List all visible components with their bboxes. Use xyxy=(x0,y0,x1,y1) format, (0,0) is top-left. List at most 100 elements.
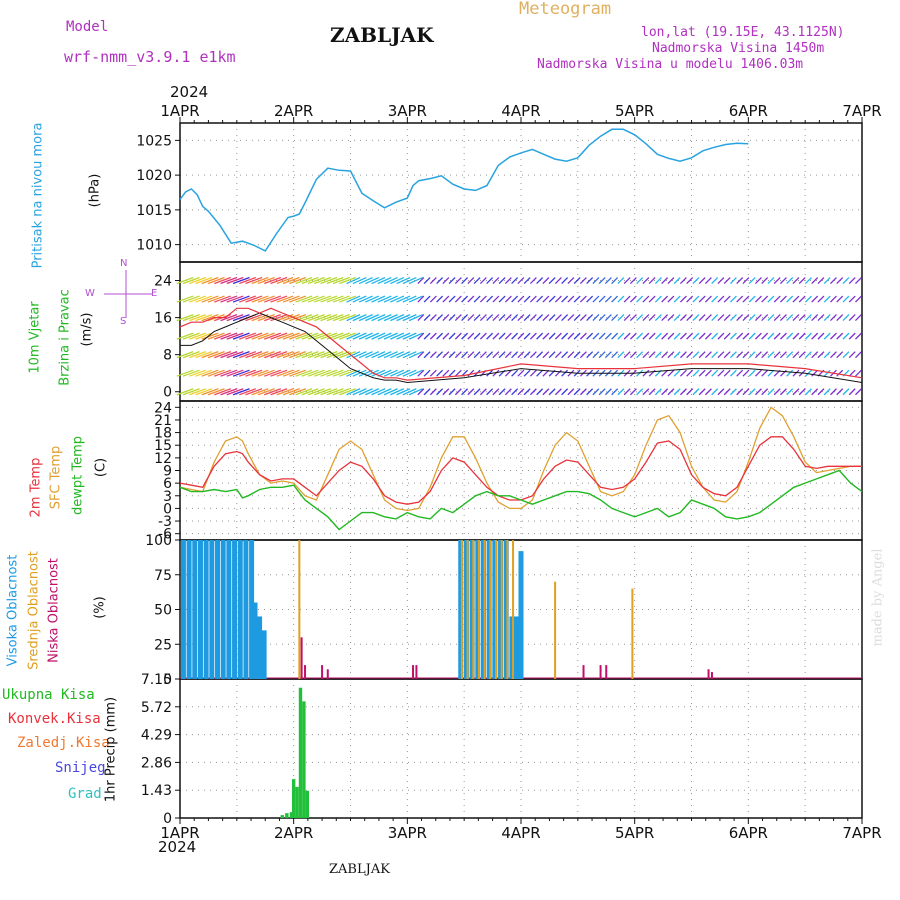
wind-barb xyxy=(282,295,300,303)
mid-cloud-bar xyxy=(506,540,509,679)
mid-cloud-bar xyxy=(483,540,486,679)
wind-barb xyxy=(817,388,825,396)
wind-barb xyxy=(320,369,338,377)
wind-barb xyxy=(804,351,812,359)
wind-barb xyxy=(767,277,775,284)
wind-barb xyxy=(673,277,681,284)
wind-barb xyxy=(276,388,294,396)
wind-barb xyxy=(661,369,669,377)
wind-barb xyxy=(829,351,837,359)
wind-barb xyxy=(798,332,806,340)
wind-barb xyxy=(779,314,787,322)
wind-barb xyxy=(207,369,225,377)
wind-barb xyxy=(320,332,338,340)
low-cloud-bar xyxy=(605,665,608,679)
wind-barb xyxy=(486,351,494,359)
wind-barb xyxy=(423,369,431,377)
wind-barb xyxy=(786,351,794,359)
wind-barb xyxy=(623,332,631,340)
wind-barb xyxy=(423,277,431,284)
wind-barb xyxy=(295,276,313,285)
wind-barb xyxy=(402,332,417,340)
x-tick-label-top: 3APR xyxy=(388,102,427,120)
wind-barb xyxy=(711,351,719,359)
wind-barb xyxy=(326,369,344,377)
wind-barb xyxy=(307,351,325,359)
wind-barb xyxy=(542,388,550,396)
x-tick-label-bottom: 7APR xyxy=(842,824,881,842)
wind-barb xyxy=(823,369,831,377)
wind-barb xyxy=(276,351,294,359)
wind-barb xyxy=(358,332,373,340)
wind-barb xyxy=(339,295,357,303)
wind-barb xyxy=(492,295,500,303)
wind-barb xyxy=(479,388,487,396)
wind-barb xyxy=(636,314,644,322)
wind-barb xyxy=(736,351,744,359)
wind-barb xyxy=(604,351,612,359)
wind-barb xyxy=(592,295,600,303)
wind-barb xyxy=(371,388,386,396)
wind-barb xyxy=(339,351,357,359)
wind-barb xyxy=(289,276,307,285)
wind-barb xyxy=(798,277,806,284)
wind-barb xyxy=(396,351,411,359)
wind-barb xyxy=(561,314,569,322)
wind-barb xyxy=(536,314,544,322)
wind-barb xyxy=(692,332,700,340)
wind-barb xyxy=(598,314,606,322)
high-cloud-bar xyxy=(509,616,515,679)
wind-barb xyxy=(383,332,398,340)
wind-barb xyxy=(767,295,775,303)
wind-barb xyxy=(836,277,844,284)
wind-barb xyxy=(667,332,675,340)
wind-barb xyxy=(629,314,637,322)
high-cloud-bar xyxy=(180,540,186,679)
x-tick-label-bottom: 6APR xyxy=(729,824,768,842)
wind-barb xyxy=(352,314,367,322)
wind-barb xyxy=(636,332,644,340)
wind-barb xyxy=(686,332,694,340)
wind-barb xyxy=(301,351,319,359)
wind-barb xyxy=(339,332,357,340)
wind-barb xyxy=(548,388,556,396)
wind-barb xyxy=(402,295,417,303)
wind-barb xyxy=(346,388,361,396)
wind-barb xyxy=(842,277,850,284)
wind-barb xyxy=(786,277,794,284)
high-cloud-bar xyxy=(252,602,258,679)
wind-barb xyxy=(270,276,288,285)
wind-barb xyxy=(623,351,631,359)
wind-barb xyxy=(442,332,450,340)
wind-barb xyxy=(301,313,319,322)
wind-barb xyxy=(314,295,332,303)
low-cloud-bar xyxy=(304,665,307,679)
wind-barb xyxy=(804,369,812,377)
wind-barb xyxy=(295,332,313,340)
y-tick-label: 5.72 xyxy=(141,700,172,716)
wind-barb xyxy=(346,295,361,303)
wind-barb xyxy=(417,277,425,284)
panel-frame xyxy=(179,261,863,402)
wind-barb xyxy=(461,295,469,303)
wind-barb xyxy=(648,332,656,340)
wind-barb xyxy=(523,388,531,396)
wind-barb xyxy=(189,369,206,377)
wind-barb xyxy=(667,369,675,377)
wind-barb xyxy=(352,295,367,303)
wind-barb xyxy=(748,295,756,303)
wind-barb xyxy=(307,369,325,377)
wind-barb xyxy=(473,388,481,396)
wind-barb xyxy=(723,351,731,359)
wind-barb xyxy=(648,277,656,284)
wind-barb xyxy=(804,388,812,396)
wind-barb xyxy=(239,332,257,340)
wind-barb xyxy=(779,332,787,340)
wind-barb xyxy=(654,314,662,322)
wind-barb xyxy=(282,369,300,377)
high-cloud-bar xyxy=(513,616,519,679)
wind-barb xyxy=(586,295,594,303)
high-cloud-bar xyxy=(261,630,267,679)
wind-barb xyxy=(295,295,313,303)
wind-barb xyxy=(195,313,213,322)
